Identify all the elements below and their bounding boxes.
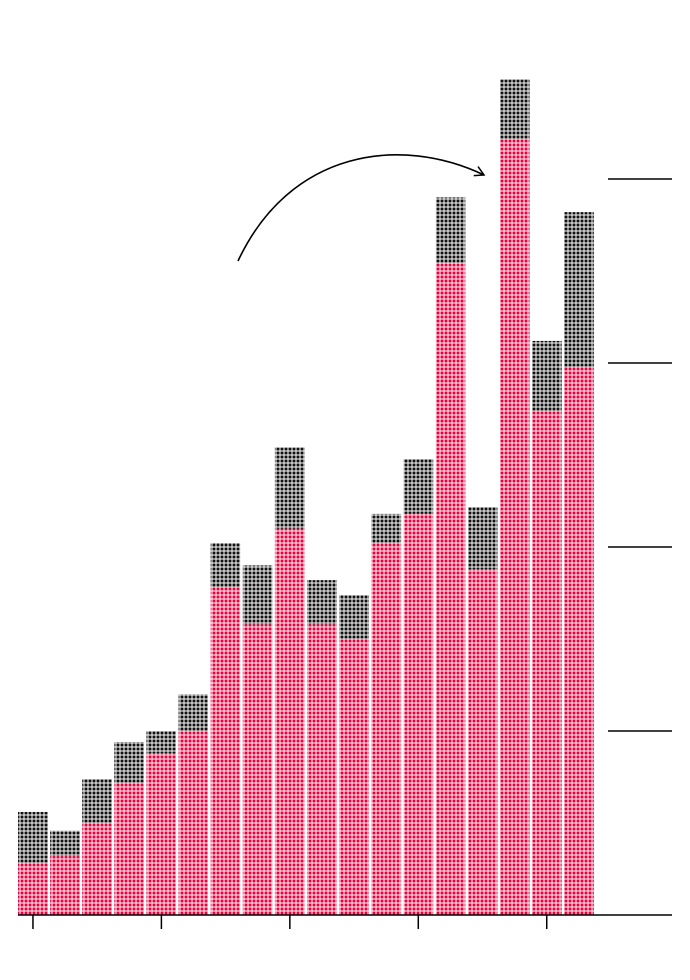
- bar-segment: [114, 742, 145, 783]
- bar-segment: [339, 594, 370, 639]
- bar-segment: [371, 543, 402, 915]
- bar-segment: [50, 830, 81, 857]
- bar-segment: [18, 863, 48, 915]
- bar-segment: [50, 856, 81, 915]
- bar-segment: [82, 778, 113, 823]
- bar-segment: [435, 263, 466, 915]
- bar-segment: [114, 782, 145, 915]
- bar-segment: [307, 624, 337, 915]
- bar-segment: [274, 447, 305, 529]
- bar-segment: [499, 138, 530, 915]
- bar-segment: [210, 543, 241, 588]
- bar-segment: [467, 506, 498, 570]
- bar-segment: [146, 731, 177, 754]
- bar-segment: [371, 513, 402, 544]
- bar-segment: [146, 753, 177, 915]
- bar-segment: [499, 79, 530, 139]
- bar-segment: [531, 410, 562, 915]
- bar-segment: [18, 811, 48, 864]
- bar-segment: [563, 366, 594, 915]
- bar-segment: [178, 731, 209, 915]
- annotation-arrow: [237, 154, 486, 262]
- bar-segment: [403, 458, 434, 514]
- bar-segment: [563, 212, 594, 367]
- bar-segment: [242, 565, 273, 625]
- bar-segment: [274, 528, 305, 915]
- bar-segment: [467, 569, 498, 915]
- bar-segment: [210, 587, 241, 915]
- bar-segment: [531, 340, 562, 411]
- bar-segment: [178, 694, 209, 731]
- bar-segment: [307, 580, 337, 625]
- bar-segment: [339, 639, 370, 915]
- bar-segment: [242, 624, 273, 915]
- bar-segment: [82, 823, 113, 915]
- bar-segment: [435, 197, 466, 264]
- bar-segment: [403, 513, 434, 915]
